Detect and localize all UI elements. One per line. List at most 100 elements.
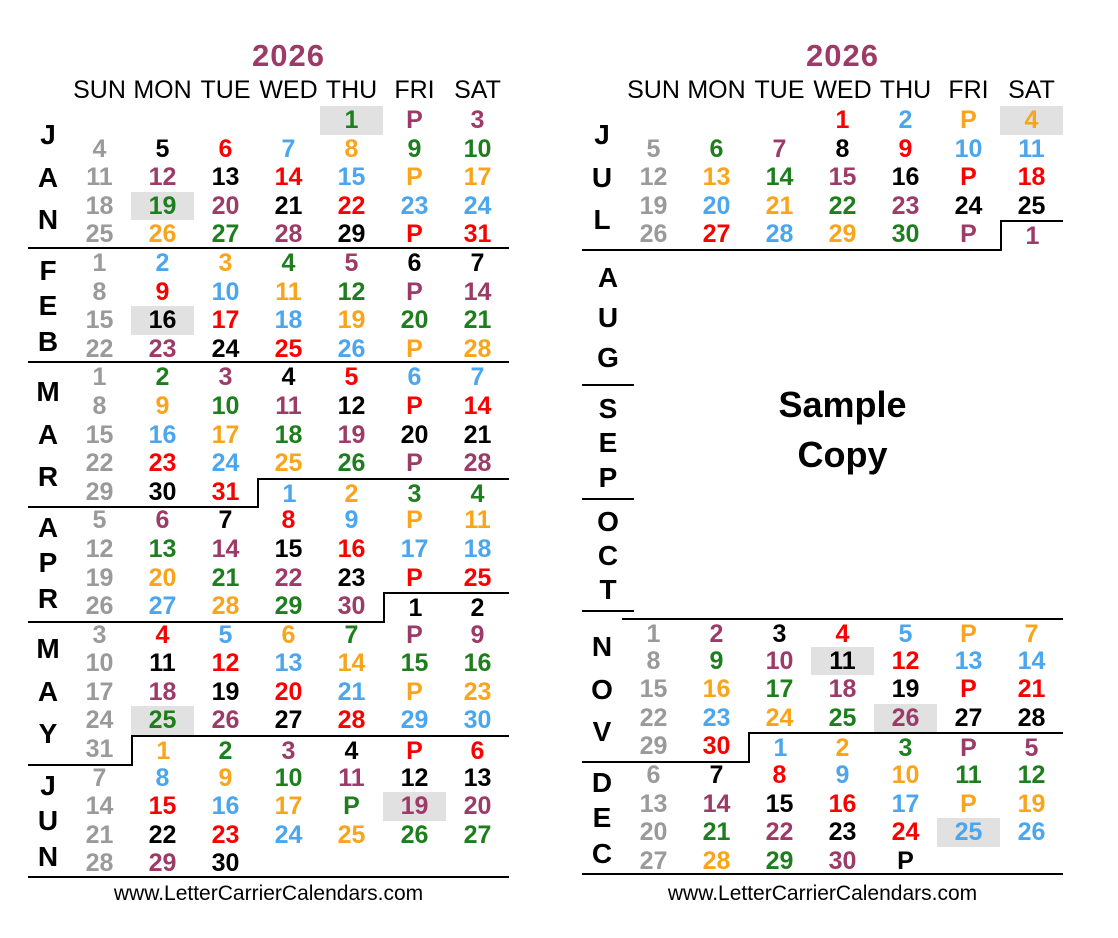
date-cell: 7: [281, 134, 296, 163]
date-cell: 18: [85, 191, 114, 220]
day-header-mon: MON: [133, 76, 192, 104]
date-cell: 28: [337, 706, 366, 735]
month-letter: E: [38, 290, 58, 321]
date-cell: 17: [463, 163, 492, 192]
date-cell: 16: [702, 675, 731, 704]
date-cell: 28: [194, 592, 257, 623]
date-cell: 30: [874, 220, 937, 251]
date-cell: 8: [155, 763, 170, 792]
date-cell: 6: [646, 760, 661, 789]
week-row: 22 23 24 25 26 27 28: [582, 703, 1063, 733]
weeks-grid-left: 1 P 3 4 5 6 7 8 9 10 11 12 13 14 15 P 17 18 19 20 21 22 23 24 25…: [28, 106, 509, 879]
month-letter: B: [37, 325, 59, 357]
date-cell: 24: [463, 191, 492, 220]
date-cell: 19: [85, 563, 114, 592]
week-row: 13 14 15 16 17 P 19: [582, 790, 1063, 819]
payday-cell: P: [960, 106, 977, 134]
date-cell: 16: [463, 649, 492, 678]
payday-cell: P: [406, 277, 423, 306]
date-cell: 16: [148, 420, 177, 449]
date-cell: 14: [1017, 646, 1046, 675]
month-letter: U: [591, 161, 613, 193]
date-cell: 24: [274, 820, 303, 849]
date-cell: 3: [92, 620, 107, 649]
date-cell: 20: [148, 563, 177, 592]
empty-cell: [748, 106, 811, 135]
footer-url-right: www.LetterCarrierCalendars.com: [667, 882, 978, 905]
date-cell: 6: [709, 134, 724, 163]
date-cell: 14: [337, 649, 366, 678]
date-cell: 8: [344, 134, 359, 163]
date-cell: 19: [131, 191, 194, 221]
month-letter: O: [591, 673, 613, 705]
day-header-wed: WED: [259, 76, 318, 104]
date-cell: 26: [622, 220, 685, 251]
date-cell: 29: [400, 706, 429, 735]
date-cell: 31: [68, 735, 131, 766]
date-cell: 6: [281, 620, 296, 649]
date-cell: 2: [898, 106, 913, 134]
week-row: 18 19 20 21 22 23 24: [28, 191, 509, 221]
date-cell: 28: [85, 849, 114, 878]
date-cell: 5: [344, 363, 359, 392]
date-cell: 9: [835, 760, 850, 789]
day-header-tue: TUE: [200, 76, 251, 104]
date-cell: 23: [148, 449, 177, 478]
sample-copy-line1: Sample: [778, 384, 907, 425]
date-cell: 13: [639, 789, 668, 818]
week-row: 10 11 12 13 14 15 16: [28, 649, 509, 678]
payday-cell: P: [343, 792, 360, 821]
week-row: 12 13 14 15 16 P 18: [582, 163, 1063, 192]
date-cell: 8: [281, 506, 296, 535]
month-letter: G: [597, 342, 619, 373]
date-cell: 23: [211, 820, 240, 849]
day-header-thu: THU: [325, 76, 378, 104]
date-cell: 26: [874, 703, 937, 733]
date-cell: 12: [1017, 760, 1046, 789]
date-cell: 3: [748, 618, 811, 649]
date-cell: 17: [400, 534, 429, 563]
date-cell: 2: [155, 248, 170, 277]
empty-cell: [320, 849, 383, 878]
date-cell: 18: [828, 675, 857, 704]
week-row: 1 2 3 4 5 6 7: [28, 249, 509, 278]
payday-cell: P: [897, 846, 914, 875]
date-cell: 10: [274, 763, 303, 792]
date-cell: 9: [155, 277, 170, 306]
date-cell: 19: [891, 675, 920, 704]
month-letter: N: [37, 204, 59, 236]
date-cell: 8: [92, 277, 107, 306]
date-cell: 19: [211, 677, 240, 706]
payday-cell: P: [383, 735, 446, 766]
date-cell: 5: [92, 506, 107, 535]
date-cell: 5: [344, 248, 359, 277]
date-cell: 10: [211, 277, 240, 306]
date-cell: 21: [274, 191, 303, 220]
date-cell: 21: [1017, 675, 1046, 704]
date-cell: 11: [464, 506, 491, 535]
payday-cell: P: [406, 334, 423, 363]
date-cell: 17: [211, 306, 240, 335]
date-cell: 23: [891, 191, 920, 220]
date-cell: 11: [275, 391, 302, 420]
date-cell: 12: [400, 763, 429, 792]
date-cell: 12: [211, 649, 240, 678]
week-row: 29 30 1 2 3 P 5: [582, 732, 1063, 763]
date-cell: 6: [446, 735, 509, 766]
payday-cell: P: [406, 620, 423, 649]
sample-copy-line2: Copy: [797, 434, 888, 475]
month-letter: Y: [38, 718, 58, 750]
date-cell: 20: [400, 306, 429, 335]
date-cell: 23: [337, 563, 366, 592]
date-cell: 30: [320, 592, 383, 623]
date-cell: 10: [463, 134, 492, 163]
month-letter: P: [598, 461, 618, 493]
date-cell: 17: [274, 792, 303, 821]
date-cell: 23: [463, 677, 492, 706]
date-cell: 7: [470, 248, 485, 277]
year-title-left: 2026: [252, 38, 325, 73]
week-row: 31 1 2 3 4 P 6: [28, 735, 509, 766]
